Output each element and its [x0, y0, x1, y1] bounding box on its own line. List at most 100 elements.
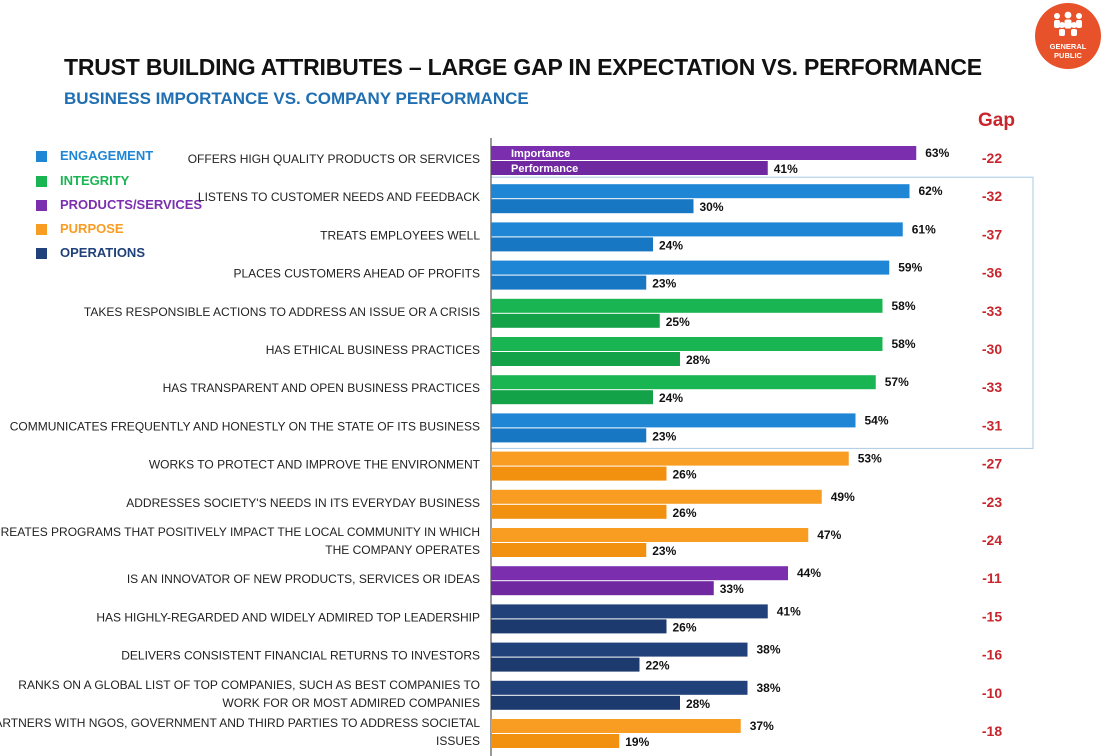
gap-column-header: Gap: [978, 110, 1015, 131]
bar-performance: [491, 352, 680, 366]
bar-performance: [491, 504, 667, 519]
bar-importance: [491, 375, 876, 390]
data-label-importance: 58%: [892, 299, 916, 313]
bar-performance: [491, 390, 653, 405]
bar-performance: [491, 275, 647, 290]
bar-performance: [491, 466, 667, 481]
bar-importance: [491, 719, 741, 733]
data-label-performance: 22%: [646, 659, 670, 673]
gap-value: -31: [982, 417, 1002, 433]
bar-performance: [491, 695, 680, 710]
legend-label: ENGAGEMENT: [60, 148, 154, 163]
data-label-performance: 23%: [652, 544, 676, 558]
page-subtitle: BUSINESS IMPORTANCE VS. COMPANY PERFORMA…: [64, 89, 529, 108]
bar-importance: [491, 489, 822, 504]
data-label-performance: 26%: [673, 620, 697, 634]
bar-importance: [491, 184, 910, 199]
category-label: HAS TRANSPARENT AND OPEN BUSINESS PRACTI…: [163, 381, 480, 395]
gap-value: -16: [982, 647, 1002, 663]
legend-swatch: [36, 176, 47, 187]
gap-value: -37: [982, 226, 1002, 242]
data-label-performance: 25%: [666, 315, 690, 329]
bar-importance: [491, 680, 748, 695]
badge-label-line2: PUBLIC: [1054, 51, 1082, 60]
bar-importance: [491, 222, 903, 237]
bar-performance: [491, 199, 694, 214]
bar-importance: [491, 298, 883, 313]
gap-value: -32: [982, 188, 1002, 204]
bar-performance: [491, 734, 620, 748]
category-label: RANKS ON A GLOBAL LIST OF TOP COMPANIES,…: [18, 678, 480, 692]
category-label: IS AN INNOVATOR OF NEW PRODUCTS, SERVICE…: [127, 572, 480, 586]
general-public-badge: GENERAL PUBLIC: [1035, 3, 1101, 69]
legend-swatch: [36, 200, 47, 211]
data-label-importance: 44%: [797, 566, 821, 580]
data-label-performance: 24%: [659, 391, 683, 405]
legend-label: INTEGRITY: [60, 173, 130, 188]
gap-value: -30: [982, 341, 1002, 357]
data-label-importance: 61%: [912, 222, 936, 236]
bar-importance: [491, 451, 849, 466]
data-label-importance: 62%: [919, 184, 943, 198]
category-label: CREATES PROGRAMS THAT POSITIVELY IMPACT …: [0, 525, 480, 539]
data-label-performance: 23%: [652, 277, 676, 291]
data-label-performance: 41%: [774, 162, 798, 176]
category-label: PARTNERS WITH NGOS, GOVERNMENT AND THIRD…: [0, 716, 480, 730]
data-label-performance: 28%: [686, 353, 710, 367]
bar-performance: [491, 657, 640, 672]
gap-value: -33: [982, 379, 1002, 395]
data-label-importance: 63%: [925, 146, 949, 160]
legend-label: PURPOSE: [60, 221, 124, 236]
bar-importance: [491, 413, 856, 428]
bar-importance: [491, 604, 768, 619]
bar-importance: [491, 528, 809, 542]
bar-importance: [491, 566, 788, 581]
bar-performance: [491, 237, 653, 252]
category-label: WORKS TO PROTECT AND IMPROVE THE ENVIRON…: [149, 458, 481, 472]
legend-swatch: [36, 248, 47, 259]
data-label-performance: 19%: [625, 735, 649, 749]
gap-value: -10: [982, 685, 1002, 701]
data-label-performance: 30%: [700, 200, 724, 214]
category-label: TREATS EMPLOYEES WELL: [320, 228, 480, 242]
category-label: OFFERS HIGH QUALITY PRODUCTS OR SERVICES: [188, 152, 480, 166]
badge-label-line1: GENERAL: [1049, 42, 1087, 51]
data-label-importance: 37%: [750, 719, 774, 733]
gap-value: -18: [982, 723, 1002, 739]
gap-value: -11: [982, 570, 1002, 586]
bar-importance: [491, 146, 917, 160]
data-label-importance: 38%: [757, 681, 781, 695]
data-label-importance: 54%: [865, 413, 889, 427]
gap-value: -24: [982, 532, 1002, 548]
data-label-performance: 24%: [659, 238, 683, 252]
category-label: ADDRESSES SOCIETY'S NEEDS IN ITS EVERYDA…: [126, 496, 480, 510]
data-label-performance: 33%: [720, 582, 744, 596]
bar-importance: [491, 260, 890, 275]
data-label-performance: 23%: [652, 429, 676, 443]
bar-performance: [491, 161, 768, 175]
gap-value: -27: [982, 456, 1002, 472]
legend-label: PRODUCTS/SERVICES: [60, 197, 203, 212]
category-label: LISTENS TO CUSTOMER NEEDS AND FEEDBACK: [198, 190, 480, 204]
series-name-performance: Performance: [511, 163, 578, 175]
page-title: TRUST BUILDING ATTRIBUTES – LARGE GAP IN…: [64, 54, 982, 80]
data-label-importance: 57%: [885, 375, 909, 389]
data-label-importance: 53%: [858, 452, 882, 466]
bar-importance: [491, 337, 883, 351]
bar-performance: [491, 543, 647, 557]
legend-swatch: [36, 224, 47, 235]
data-label-performance: 26%: [673, 506, 697, 520]
data-label-performance: 28%: [686, 697, 710, 711]
category-label: THE COMPANY OPERATES: [325, 543, 480, 557]
data-label-importance: 47%: [817, 528, 841, 542]
data-label-importance: 49%: [831, 490, 855, 504]
category-label: HAS ETHICAL BUSINESS PRACTICES: [266, 343, 480, 357]
data-label-importance: 58%: [892, 337, 916, 351]
data-label-importance: 41%: [777, 604, 801, 618]
category-label: HAS HIGHLY-REGARDED AND WIDELY ADMIRED T…: [96, 610, 480, 624]
category-label: TAKES RESPONSIBLE ACTIONS TO ADDRESS AN …: [84, 305, 480, 319]
bar-performance: [491, 428, 647, 443]
category-label: WORK FOR OR MOST ADMIRED COMPANIES: [222, 696, 480, 710]
people-icon: [1054, 11, 1082, 36]
